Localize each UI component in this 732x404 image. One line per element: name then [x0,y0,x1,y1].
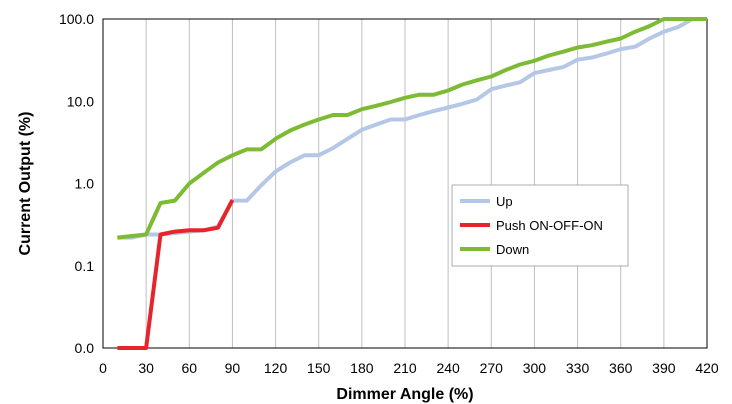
x-tick-label: 30 [138,360,154,376]
x-tick-label: 330 [566,360,590,376]
x-tick-label: 0 [99,360,107,376]
x-tick-label: 150 [307,360,331,376]
gridlines [145,19,665,348]
x-tick-labels: 0 30 60 90 120 150 180 210 240 270 300 330 360 390 420 [99,360,719,376]
x-tick-label: 120 [264,360,288,376]
y-tick-labels: 0.0 0.1 1.0 10.0 100.0 [59,11,94,356]
y-axis-title: Current Output (%) [17,112,34,256]
x-tick-label: 240 [436,360,460,376]
x-tick-label: 420 [695,360,719,376]
x-tick-label: 270 [480,360,504,376]
x-tick-label: 360 [609,360,633,376]
x-tick-label: 180 [350,360,374,376]
series-lines [117,17,707,350]
x-tick-label: 390 [652,360,676,376]
x-axis-title: Dimmer Angle (%) [336,386,473,403]
plot-area-frame [102,18,708,349]
y-tick-label: 10.0 [67,93,94,109]
legend: Up Push ON-OFF-ON Down [451,184,629,267]
x-tick-label: 210 [393,360,417,376]
y-tick-label: 0.0 [75,340,95,356]
legend-label-up: Up [496,194,513,209]
x-tick-label: 90 [225,360,241,376]
series-line-down [117,17,707,240]
x-tick-label: 60 [181,360,197,376]
y-tick-label: 1.0 [75,176,95,192]
legend-label-down: Down [496,242,529,257]
y-tick-label: 0.1 [75,258,95,274]
y-tick-label: 100.0 [59,11,94,27]
series-line-push-on-off-on [117,199,235,350]
legend-label-push-on-off-on: Push ON-OFF-ON [496,218,603,233]
x-tick-label: 300 [523,360,547,376]
